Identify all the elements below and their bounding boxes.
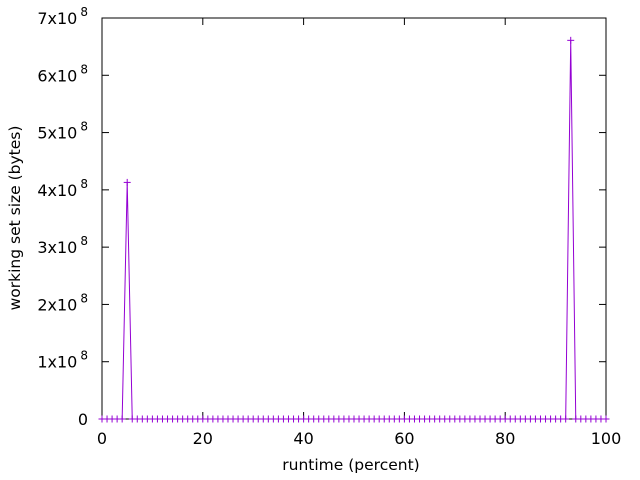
plot-frame: [101, 17, 607, 420]
x-tick-label: 20: [193, 429, 213, 448]
series-group: [98, 36, 610, 423]
x-tick-label: 0: [97, 429, 107, 448]
y-axis-label: working set size (bytes): [6, 126, 24, 311]
y-tick-label: 5x10 8: [37, 120, 88, 143]
y-tick-label: 0: [78, 410, 88, 429]
data-point: [118, 415, 126, 423]
data-point: [602, 415, 610, 423]
x-axis-ticks: 0 20 40 60 80 100: [97, 18, 621, 448]
y-tick-label: 6x10 8: [37, 62, 88, 85]
x-tick-label: 100: [591, 429, 622, 448]
data-point: [562, 415, 570, 423]
x-tick-label: 40: [293, 429, 313, 448]
y-tick-label: 7x10 8: [37, 5, 88, 28]
x-tick-label: 80: [495, 429, 515, 448]
series-line: [102, 40, 606, 420]
y-tick-label: 1x10 8: [37, 349, 88, 372]
x-axis-label: runtime (percent): [282, 456, 419, 474]
data-point: [567, 36, 575, 44]
y-tick-label: 3x10 8: [37, 234, 88, 257]
y-axis-ticks: 0 1x10 8 2x10 8 3x10 8 4x10 8 5x10 8 6x10 8 7x10 8: [37, 5, 606, 429]
y-tick-label: 4x10 8: [37, 177, 88, 200]
y-tick-label: 2x10 8: [37, 291, 88, 314]
x-tick-label: 60: [394, 429, 414, 448]
data-point: [123, 178, 131, 186]
